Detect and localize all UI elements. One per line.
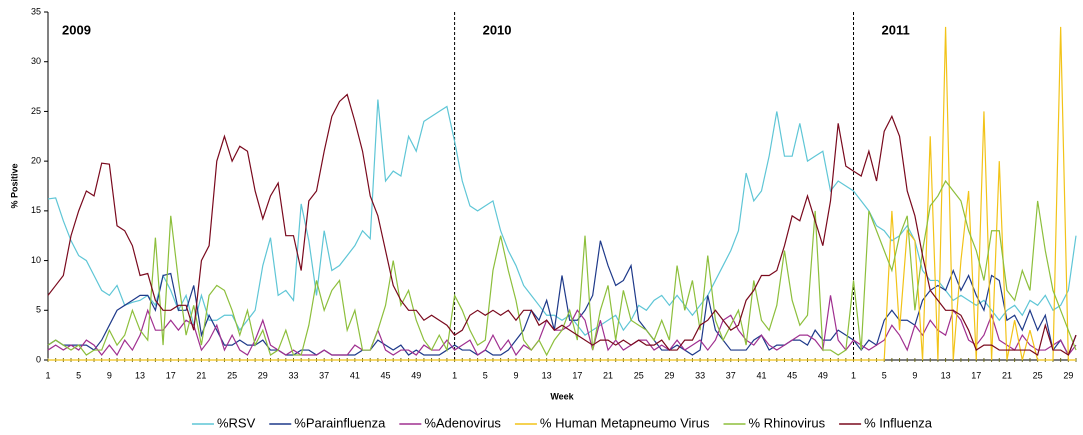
legend-label: %Adenovirus <box>424 415 501 430</box>
x-tick-label: 25 <box>227 370 237 380</box>
x-tick-label: 9 <box>912 370 917 380</box>
series-line <box>47 179 1077 357</box>
series-line <box>48 26 1076 361</box>
y-tick-label: 20 <box>31 156 41 166</box>
x-tick-label: 29 <box>664 370 674 380</box>
x-tick-label: 5 <box>76 370 81 380</box>
year-label: 2011 <box>882 22 910 37</box>
x-tick-label: 37 <box>319 370 329 380</box>
legend-label: % Influenza <box>864 415 933 430</box>
x-tick-label: 49 <box>411 370 421 380</box>
series-line <box>47 99 1077 336</box>
y-tick-label: 35 <box>31 6 41 16</box>
year-label: 2009 <box>62 22 91 37</box>
x-tick-label: 33 <box>288 370 298 380</box>
x-tick-label: 37 <box>726 370 736 380</box>
legend-label: % Human Metapneumo Virus <box>540 415 710 430</box>
x-tick-label: 9 <box>107 370 112 380</box>
y-tick-label: 5 <box>36 305 41 315</box>
x-tick-label: 41 <box>756 370 766 380</box>
x-tick-label: 21 <box>196 370 206 380</box>
x-tick-label: 45 <box>381 370 391 380</box>
year-label: 2010 <box>483 22 512 37</box>
x-tick-label: 17 <box>971 370 981 380</box>
x-tick-label: 17 <box>572 370 582 380</box>
x-tick-label: 13 <box>941 370 951 380</box>
y-axis-label: % Positive <box>9 163 19 208</box>
legend: %RSV %Parainfluenza %Adenovirus % Human Met… <box>191 415 933 430</box>
x-tick-label: 1 <box>45 370 50 380</box>
y-tick-label: 30 <box>31 56 41 66</box>
y-tick-label: 15 <box>31 205 41 215</box>
x-tick-label: 21 <box>1002 370 1012 380</box>
x-tick-label: 45 <box>787 370 797 380</box>
x-tick-label: 29 <box>258 370 268 380</box>
y-tick-label: 0 <box>36 354 41 364</box>
series-line <box>47 93 1077 356</box>
x-tick-label: 5 <box>882 370 887 380</box>
y-tick-label: 10 <box>31 255 41 265</box>
x-tick-label: 33 <box>695 370 705 380</box>
x-tick-label: 29 <box>1063 370 1073 380</box>
legend-label: % Rhinovirus <box>749 415 826 430</box>
x-axis-label: Week <box>550 391 574 401</box>
legend-label: %RSV <box>217 415 256 430</box>
x-tick-label: 41 <box>350 370 360 380</box>
x-tick-label: 9 <box>513 370 518 380</box>
x-tick-label: 21 <box>603 370 613 380</box>
legend-label: %Parainfluenza <box>294 415 386 430</box>
x-tick-label: 25 <box>1033 370 1043 380</box>
x-tick-label: 13 <box>135 370 145 380</box>
x-tick-label: 13 <box>542 370 552 380</box>
x-tick-label: 5 <box>483 370 488 380</box>
x-tick-label: 17 <box>166 370 176 380</box>
x-tick-label: 25 <box>634 370 644 380</box>
x-tick-label: 1 <box>452 370 457 380</box>
x-tick-label: 1 <box>851 370 856 380</box>
x-tick-label: 49 <box>818 370 828 380</box>
y-tick-label: 25 <box>31 106 41 116</box>
